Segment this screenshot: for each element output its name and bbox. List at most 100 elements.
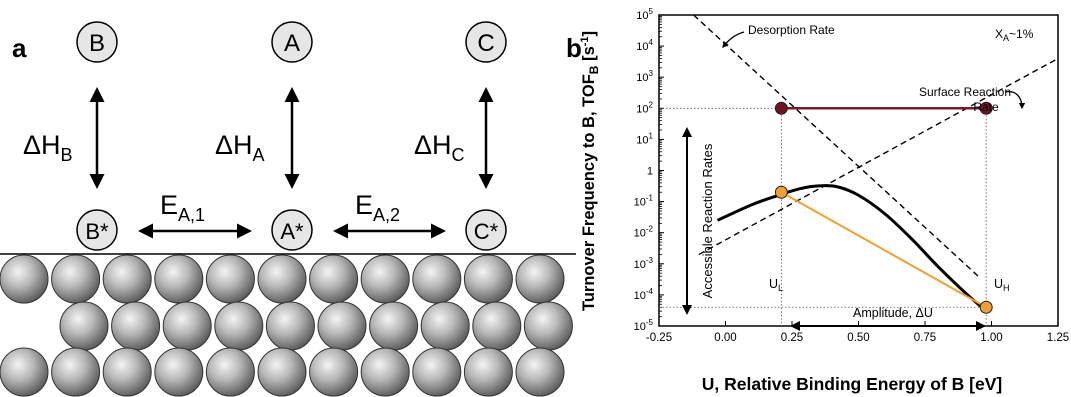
series-line-min-rate (780, 191, 987, 309)
surface-atom (515, 254, 565, 304)
series-line-tof (716, 184, 988, 313)
x-tick-label: 1.00 (980, 332, 1002, 344)
x-tick-label: 0.75 (914, 332, 936, 344)
enthalpy-a-sub: A (253, 145, 265, 165)
y-tick-label: 10-4 (634, 287, 654, 302)
x-tick-label: 0.50 (847, 332, 869, 344)
x-tick-label: -0.25 (646, 332, 672, 344)
series-line-dashed (698, 57, 1058, 256)
surface-reaction-rate-label-2: Rate (973, 100, 999, 114)
surface-atom (472, 301, 522, 351)
y-axis-ticks: 10-5 10-4 10-3 10-2 10-1 1 101 102 103 104 105 (634, 7, 664, 333)
panel-b: b 10-5 10-4 10-3 10-2 10-1 1 101 102 103 104 105 -… (566, 7, 1069, 394)
y-tick-label: 10-1 (634, 194, 654, 209)
adsorbed-species-b-label: B* (85, 219, 109, 244)
surface-atom (463, 347, 513, 397)
surface-atom (317, 301, 367, 351)
surface-atom (265, 301, 315, 351)
chart-series (693, 15, 1058, 313)
surface-reaction-pointer (1004, 91, 1026, 110)
conversion-label: XA~1% (995, 27, 1034, 43)
gas-species-c-label: C (477, 30, 494, 57)
surface-atom (102, 347, 152, 397)
desorption-rate-pointer (722, 31, 745, 49)
gas-species-b: B (76, 21, 118, 63)
surface-atom (412, 347, 462, 397)
panel-a: a B A C ΔHB ΔHA ΔHC B* A* (0, 21, 576, 397)
adsorbed-species-c: C* (465, 209, 507, 251)
activation-energy-2: EA,2 (355, 190, 400, 225)
marker-max-rate (979, 101, 993, 115)
surface-atom (51, 254, 101, 304)
surface-reaction-rate-label-1: Surface Reaction (919, 85, 1011, 99)
activation-energy-2-sub: A,2 (373, 205, 400, 225)
y-tick-label: 103 (636, 69, 653, 84)
surface-atom (515, 347, 565, 397)
gas-species-c: C (465, 21, 507, 63)
y-tick-label: 10-2 (634, 225, 654, 240)
surface-atom (111, 301, 161, 351)
surface-atom (309, 254, 359, 304)
x-axis-label: U, Relative Binding Energy of B [eV] (702, 374, 1002, 394)
surface-atom (257, 254, 307, 304)
desorption-rate-label: Desorption Rate (748, 23, 835, 37)
guide-lines (659, 107, 987, 326)
enthalpy-c-sub: C (452, 145, 465, 165)
adsorbed-species-c-label: C* (474, 219, 499, 244)
y-tick-label: 104 (636, 38, 653, 53)
y-axis-label: Turnover Frequency to B, TOFB [s-1] (579, 31, 601, 311)
surface-atom (162, 301, 212, 351)
surface-atom (369, 301, 419, 351)
surface-atom (154, 254, 204, 304)
surface-atom (309, 347, 359, 397)
surface-atom (420, 301, 470, 351)
activation-energy-1: EA,1 (160, 190, 205, 225)
marker-max-rate (774, 101, 788, 115)
gas-species-b-label: B (89, 30, 105, 57)
enthalpy-a: ΔHA (215, 130, 265, 165)
enthalpy-b: ΔHB (23, 130, 73, 165)
series-line-dashed (693, 15, 979, 277)
surface-atom (360, 254, 410, 304)
u-high-label: UH (994, 277, 1010, 293)
activation-energy-1-sub: A,1 (178, 205, 205, 225)
surface-atom (51, 347, 101, 397)
surface-atom (523, 301, 573, 351)
x-tick-label: 1.25 (1047, 332, 1069, 344)
enthalpy-c: ΔHC (414, 130, 465, 165)
y-tick-label: 105 (636, 7, 653, 22)
marker-min-rate (774, 185, 788, 199)
surface-atom (0, 347, 49, 397)
accessible-rates-label: Accessible Reaction Rates (700, 143, 715, 298)
surface-atom (0, 254, 49, 304)
y-tick-label: 101 (636, 131, 653, 146)
surface-atom (412, 254, 462, 304)
surface-atom (205, 254, 255, 304)
surface-atoms (0, 254, 573, 397)
surface-atom (205, 347, 255, 397)
x-tick-label: 0.25 (781, 332, 803, 344)
surface-atom (154, 347, 204, 397)
y-tick-label: 1 (647, 166, 653, 178)
surface-atom (102, 254, 152, 304)
panel-b-label: b (566, 33, 582, 63)
amplitude-label: Amplitude, ΔU (853, 306, 933, 320)
gas-species-a: A (271, 21, 313, 63)
y-tick-label: 102 (636, 100, 653, 115)
gas-species-a-label: A (284, 30, 300, 57)
chart-markers (774, 101, 993, 314)
adsorbed-species-a: A* (271, 209, 313, 251)
panel-a-label: a (12, 33, 27, 63)
adsorbed-species-a-label: A* (280, 219, 304, 244)
marker-min-rate (979, 300, 993, 314)
surface-atom (257, 347, 307, 397)
y-tick-label: 10-3 (634, 256, 654, 271)
surface-atom (360, 347, 410, 397)
surface-atom (214, 301, 264, 351)
x-tick-label: 0.00 (714, 332, 736, 344)
enthalpy-b-sub: B (61, 145, 73, 165)
x-axis-ticks: -0.25 0.00 0.25 0.50 0.75 1.00 1.25 (646, 321, 1069, 344)
u-low-label: UL (769, 277, 783, 293)
adsorbed-species-b: B* (76, 209, 118, 251)
